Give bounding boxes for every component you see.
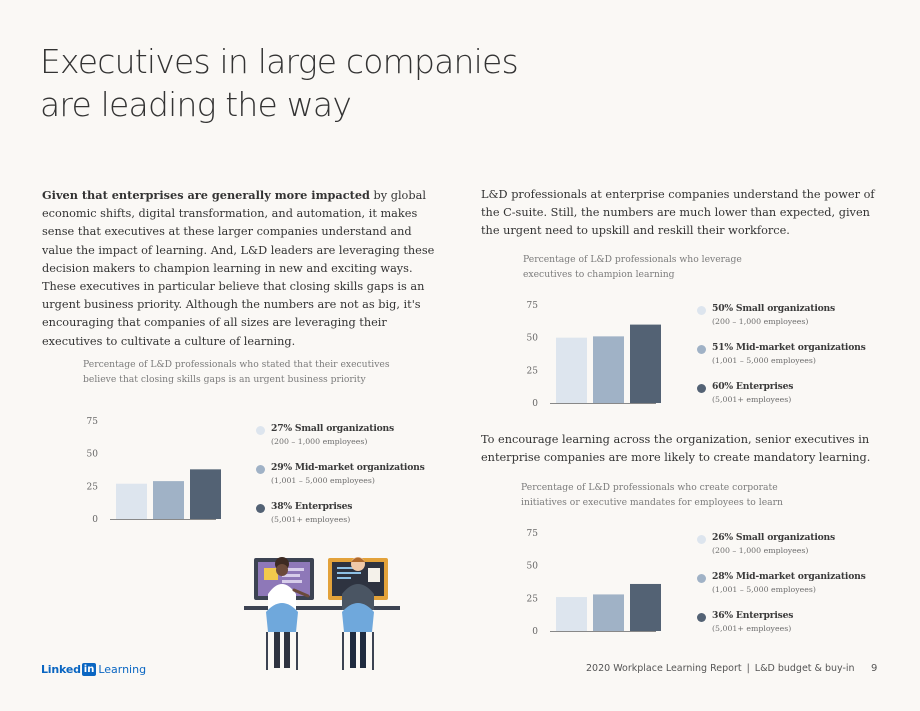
legend-sublabel: (200 – 1,000 employees) [271, 437, 368, 446]
chart-caption: Percentage of L&D professionals who crea… [521, 482, 783, 508]
legend-label: 27% Small organizations [271, 423, 395, 434]
legend-label: 50% Small organizations [712, 303, 836, 314]
bar-mid-market [593, 594, 624, 631]
y-tick-label: 25 [87, 482, 99, 492]
legend-swatch [256, 426, 265, 435]
y-tick-label: 50 [87, 450, 99, 460]
chart-legend: 27% Small organizations (200 – 1,000 empl… [256, 423, 446, 540]
legend-swatch [256, 465, 265, 474]
legend-sublabel: (1,001 – 5,000 employees) [712, 585, 816, 594]
bar-small [556, 597, 587, 631]
left-paragraph: Given that enterprises are generally mor… [42, 186, 442, 351]
legend-swatch [697, 574, 706, 583]
y-tick-label: 25 [527, 594, 539, 604]
legend-sublabel: (5,001+ employees) [271, 515, 351, 524]
bar-enterprise [190, 469, 221, 519]
legend-label: 60% Enterprises [712, 381, 794, 392]
linkedin-learning-logo: Linked in Learning [41, 663, 146, 676]
bar-enterprise [630, 583, 661, 631]
bar-mid-market [593, 336, 624, 403]
chart-caption: Percentage of L&D professionals who leve… [523, 254, 742, 280]
legend-swatch [697, 306, 706, 315]
bar-small [556, 337, 587, 403]
legend-item: 51% Mid-market organizations (1,001 – 5,0… [697, 342, 887, 381]
y-tick-label: 75 [87, 417, 99, 427]
title-line-2: are leading the way [40, 85, 352, 124]
chart-legend: 26% Small organizations (200 – 1,000 empl… [697, 532, 887, 649]
legend-item: 26% Small organizations (200 – 1,000 empl… [697, 532, 887, 571]
chart-legend: 50% Small organizations (200 – 1,000 empl… [697, 303, 887, 420]
people-at-computers-illustration [244, 557, 400, 670]
legend-sublabel: (5,001+ employees) [712, 624, 792, 633]
y-tick-label: 0 [92, 515, 98, 525]
legend-sublabel: (200 – 1,000 employees) [712, 546, 809, 555]
bar-enterprise [630, 324, 661, 403]
bar-small [116, 483, 147, 519]
legend-label: 51% Mid-market organizations [712, 342, 866, 353]
legend-sublabel: (5,001+ employees) [712, 395, 792, 404]
legend-item: 50% Small organizations (200 – 1,000 empl… [697, 303, 887, 342]
bar-chart: 0 25 50 75 [87, 417, 221, 525]
legend-label: 38% Enterprises [271, 501, 353, 512]
y-tick-label: 50 [527, 334, 539, 344]
legend-sublabel: (1,001 – 5,000 employees) [271, 476, 375, 485]
legend-swatch [697, 345, 706, 354]
y-tick-label: 75 [527, 301, 539, 311]
legend-sublabel: (1,001 – 5,000 employees) [712, 356, 816, 365]
legend-sublabel: (200 – 1,000 employees) [712, 317, 809, 326]
y-tick-label: 50 [527, 562, 539, 572]
logo-learning: Learning [98, 663, 147, 676]
footer-section: L&D budget & buy-in [754, 663, 855, 674]
legend-swatch [697, 535, 706, 544]
legend-item: 29% Mid-market organizations (1,001 – 5,0… [256, 462, 446, 501]
legend-item: 38% Enterprises (5,001+ employees) [256, 501, 446, 540]
legend-item: 60% Enterprises (5,001+ employees) [697, 381, 887, 420]
lead-bold-text: Given that enterprises are generally mor… [42, 188, 370, 202]
bar-chart: 0 25 50 75 [527, 301, 661, 409]
page-number: 9 [871, 663, 878, 674]
legend-label: 28% Mid-market organizations [712, 571, 866, 582]
legend-label: 36% Enterprises [712, 610, 794, 621]
y-tick-label: 0 [532, 399, 538, 409]
y-tick-label: 25 [527, 366, 539, 376]
logo-linked: Linked [41, 663, 81, 676]
legend-item: 27% Small organizations (200 – 1,000 empl… [256, 423, 446, 462]
logo-in-box: in [81, 663, 97, 676]
footer-separator: | [746, 663, 750, 674]
right-paragraph-2: To encourage learning across the organiz… [481, 433, 871, 465]
left-paragraph-rest: by global economic shifts, digital trans… [42, 189, 435, 348]
footer-report-info: 2020 Workplace Learning Report | L&D budge… [586, 663, 855, 674]
legend-swatch [697, 384, 706, 393]
chart-caption: Percentage of L&D professionals who stat… [83, 359, 390, 385]
title-line-1: Executives in large companies [40, 42, 519, 81]
legend-swatch [256, 504, 265, 513]
legend-label: 29% Mid-market organizations [271, 462, 425, 473]
right-paragraph-1: L&D professionals at enterprise companie… [481, 188, 875, 238]
y-tick-label: 75 [527, 529, 539, 539]
legend-item: 36% Enterprises (5,001+ employees) [697, 610, 887, 649]
page-title: Executives in large companies are leadin… [40, 40, 560, 126]
legend-label: 26% Small organizations [712, 532, 836, 543]
footer-report-title: 2020 Workplace Learning Report [586, 663, 742, 674]
bar-mid-market [153, 481, 184, 519]
legend-swatch [697, 613, 706, 622]
bar-chart: 0 25 50 75 [527, 529, 661, 637]
legend-item: 28% Mid-market organizations (1,001 – 5,0… [697, 571, 887, 610]
y-tick-label: 0 [532, 627, 538, 637]
